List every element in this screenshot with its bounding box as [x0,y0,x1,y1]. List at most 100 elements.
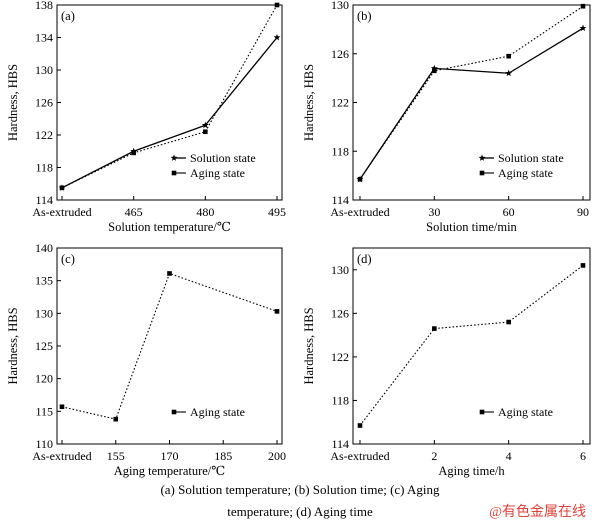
x-tick-label: As-extruded [330,449,389,463]
panel-d: 114 118 122 126 130 As-extruded 2 4 6 Aging time/… [302,247,591,478]
x-tick-label: As-extruded [32,449,91,463]
panel-c: 110 115 120 125 130 135 140 As-extruded 155 170 18… [6,241,286,478]
panel-label: (d) [357,252,372,266]
y-tick-label: 118 [331,144,349,158]
data-point [59,404,65,410]
y-axis-label: Hardness, HBS [6,307,20,384]
legend-label: Aging state [498,166,553,180]
panel-b: 114 118 122 126 130 As-extruded 30 60 90 Solution… [302,0,591,234]
data-point [505,69,513,77]
plot-frame [56,4,283,201]
x-tick-label: 30 [428,205,440,219]
x-tick-label: As-extruded [330,205,389,219]
plot-frame [352,4,591,201]
data-point [506,53,511,59]
x-tick-label: 2 [431,449,437,463]
data-point [580,263,586,268]
data-point [432,68,437,74]
legend-label: Aging state [498,405,553,419]
data-point [579,24,587,32]
y-tick-label: 122 [331,96,349,110]
x-tick-label: 465 [125,205,143,219]
caption-line-1: (a) Solution temperature; (b) Solution t… [160,482,440,497]
data-point [432,326,437,331]
legend-label: Aging state [190,166,245,180]
x-axis-label: Solution time/min [426,220,517,234]
y-tick-label: 126 [35,96,53,110]
x-tick-label: 170 [161,449,179,463]
data-point [274,309,280,314]
data-point [201,121,209,129]
x-tick-label: 200 [268,449,286,463]
x-axis-label: Aging temperature/℃ [114,464,226,478]
y-axis-label: Hardness, HBS [6,64,20,141]
x-tick-label: As-extruded [32,205,91,219]
y-tick-label: 118 [35,161,53,175]
plot-frame [352,247,591,445]
data-point [430,64,438,72]
y-tick-label: 126 [331,306,349,320]
data-point [59,185,65,191]
data-point [203,129,208,135]
legend-marker [171,409,177,415]
series-line-1 [61,4,278,189]
x-tick-label: 60 [503,205,515,219]
legend-label: Aging state [190,405,245,419]
panel-label: (b) [357,9,372,23]
y-tick-label: 114 [331,193,349,207]
panel-label: (c) [61,252,75,266]
y-axis-label: Hardness, HBS [302,64,316,141]
y-tick-label: 120 [35,372,53,386]
data-point [357,176,363,182]
x-tick-label: 185 [214,449,232,463]
data-point [274,2,280,8]
x-tick-label: 90 [577,205,589,219]
series-line-0 [61,272,278,420]
y-tick-label: 130 [331,263,349,277]
data-point [167,271,172,276]
watermark: @有色金属在线 [489,503,586,520]
legend-marker [479,170,485,176]
y-tick-label: 135 [35,274,53,288]
y-tick-label: 126 [331,47,349,61]
y-tick-label: 130 [35,306,53,320]
y-tick-label: 110 [35,437,53,451]
plot-frame [56,247,283,445]
data-point [580,3,586,9]
series-line-0 [359,27,584,180]
series-line-0 [61,37,278,189]
legend-marker [479,409,485,415]
caption-line-2: temperature; (d) Aging time [227,504,373,519]
data-point [113,416,119,422]
legend-marker [478,154,486,161]
panel-a: 114 118 122 126 130 134 138 As-extruded 465 480 49… [6,0,286,234]
x-axis-label: Aging time/h [438,464,505,478]
data-point [131,150,136,156]
legend-marker [171,170,177,176]
y-tick-label: 134 [35,31,53,45]
legend-marker [170,154,178,161]
data-point [506,319,511,325]
y-tick-label: 114 [35,193,53,207]
y-tick-label: 130 [35,63,53,77]
x-tick-label: 480 [196,205,214,219]
y-tick-label: 138 [35,0,53,12]
y-tick-label: 115 [35,404,53,418]
x-tick-label: 4 [506,449,512,463]
y-tick-label: 130 [331,0,349,12]
series-line-1 [359,5,584,180]
data-point [357,423,363,428]
data-point [273,33,281,41]
x-axis-label: Solution temperature/℃ [108,220,231,234]
panel-label: (a) [61,9,75,23]
y-tick-label: 140 [35,241,53,255]
x-tick-label: 6 [580,449,586,463]
series-line-0 [359,264,584,426]
legend-label: Solution state [190,151,256,165]
x-tick-label: 495 [268,205,286,219]
y-axis-label: Hardness, HBS [302,307,316,384]
y-tick-label: 118 [331,393,349,407]
x-tick-label: 155 [107,449,125,463]
y-tick-label: 122 [331,350,349,364]
